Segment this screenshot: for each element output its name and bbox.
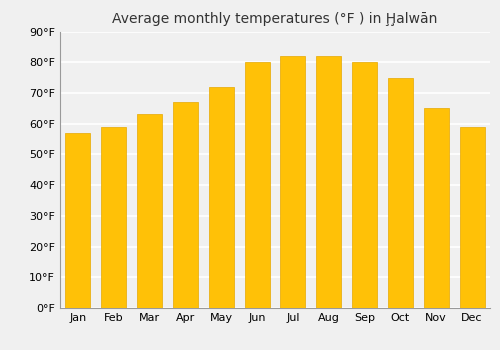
Bar [208,87,234,308]
Bar [137,114,162,308]
Bar [66,133,90,308]
Bar [424,108,449,308]
Bar [101,127,126,308]
Bar [280,56,305,308]
Bar [244,62,270,308]
Title: Average monthly temperatures (°F ) in Ḩ̧alwān: Average monthly temperatures (°F ) in Ḩ̧… [112,12,438,26]
Bar [316,56,342,308]
Bar [388,78,413,308]
Bar [460,127,484,308]
Bar [352,62,377,308]
Bar [173,102,198,308]
